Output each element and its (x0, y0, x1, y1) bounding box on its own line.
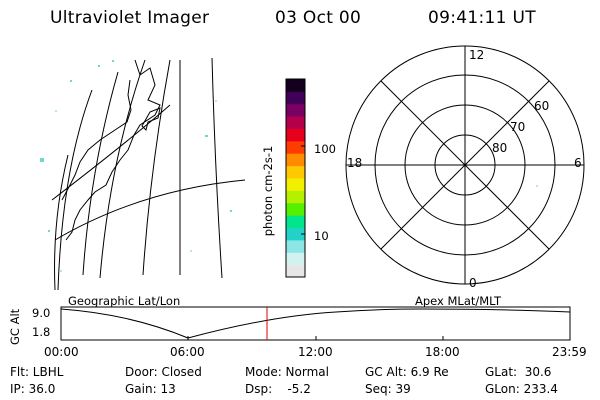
colorbar-segment (286, 128, 305, 142)
lat-label-70: 70 (510, 120, 526, 134)
colorbar-segment (286, 239, 305, 253)
y-tick-9: 9.0 (32, 306, 51, 320)
status-door: Door: Closed (125, 365, 202, 379)
emission-speck (60, 270, 62, 272)
status-gc-alt: GC Alt: 6.9 Re (365, 365, 449, 379)
status-ip: IP: 36.0 (10, 382, 56, 396)
lat-label-80: 80 (492, 141, 508, 155)
x-tick-label-2359: 23:59 (552, 345, 587, 359)
colorbar (285, 78, 306, 278)
mlt-label-0: 0 (469, 276, 477, 290)
colorbar-tick-100: 100 (314, 142, 336, 156)
earth-limb (54, 154, 69, 291)
meridian-line (211, 57, 223, 279)
emission-speck (70, 80, 72, 82)
coastline (61, 79, 132, 201)
orbit-chart-frame (60, 306, 571, 341)
y-tick-1-8: 1.8 (32, 325, 51, 339)
colorbar-segment (286, 103, 305, 117)
status-filter: Flt: LBHL (10, 365, 64, 379)
colorbar-segment (286, 227, 305, 241)
colorbar-segment (286, 91, 305, 105)
status-gain: Gain: 13 (125, 382, 176, 396)
x-tick-label-0600: 06:00 (170, 345, 205, 359)
colorbar-segment (286, 79, 305, 92)
instrument-title: Ultraviolet Imager (50, 8, 210, 28)
x-tick-label-1200: 12:00 (298, 345, 333, 359)
meridian-line (99, 59, 146, 279)
colorbar-tick-10: 10 (314, 229, 329, 243)
status-mode: Mode: Normal (245, 365, 329, 379)
x-tick-label-0000: 00:00 (44, 345, 79, 359)
colorbar-segment (286, 165, 305, 179)
emission-speck (40, 158, 44, 162)
status-glat: GLat: 30.6 (485, 365, 552, 379)
colorbar-segment (286, 116, 305, 129)
meridian-line (57, 89, 93, 291)
colorbar-segment (286, 190, 305, 204)
orbit-altitude-curve (60, 308, 571, 339)
status-seq: Seq: 39 (365, 382, 411, 396)
parallel-line (54, 179, 246, 241)
colorbar-segment (286, 215, 305, 228)
colorbar-segment (286, 264, 305, 278)
emission-speck (215, 100, 217, 102)
status-dsp: Dsp: -5.2 (245, 382, 311, 396)
mlt-label-6: 6 (574, 156, 582, 170)
colorbar-segment (286, 178, 305, 191)
coastline (65, 59, 161, 241)
colorbar-segment (286, 252, 305, 266)
emission-speck (536, 185, 538, 187)
date-label: 03 Oct 00 (275, 8, 362, 28)
right-panel-caption: Apex MLat/MLT (415, 294, 502, 308)
colorbar-segment (286, 153, 305, 167)
colorbar-segment (286, 202, 305, 216)
coastline (141, 107, 161, 131)
meridian-line (142, 59, 171, 276)
colorbar-frame (285, 78, 306, 278)
x-tick-label-1800: 18:00 (425, 345, 460, 359)
lat-label-60: 60 (534, 99, 550, 113)
meridian-line (82, 71, 119, 276)
mlt-label-12: 12 (469, 48, 485, 62)
time-label: 09:41:11 UT (428, 8, 536, 28)
emission-speck (55, 110, 57, 112)
status-glon: GLon: 233.4 (485, 382, 558, 396)
mlt-label-18: 18 (347, 156, 363, 170)
emission-speck (48, 230, 50, 232)
colorbar-segment (286, 140, 305, 154)
emission-speck (112, 60, 114, 62)
orbit-chart-ylabel: GC Alt (8, 308, 22, 345)
emission-speck (205, 135, 208, 137)
left-panel-caption: Geographic Lat/Lon (68, 294, 181, 308)
polar-diagonal (380, 80, 550, 250)
emission-speck (98, 65, 100, 67)
emission-speck (230, 210, 232, 212)
emission-speck (190, 250, 192, 252)
